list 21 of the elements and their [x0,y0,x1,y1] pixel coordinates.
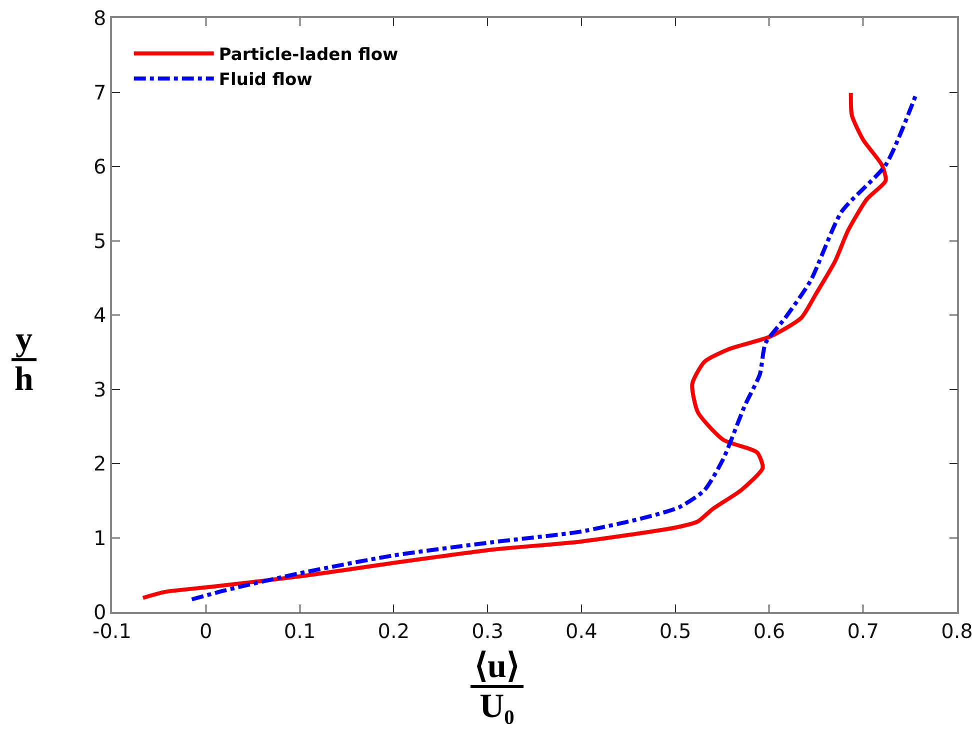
x-axis-title: ⟨u⟩ U₀ [474,648,520,726]
x-tick-label: 0.7 [847,618,880,643]
y-tick-label: 7 [94,80,106,104]
x-tick-label: 0.8 [941,618,973,643]
legend-label: Particle-laden flow [218,45,398,65]
x-tick-label: 0.4 [566,618,598,643]
y-tick-label: 8 [94,6,106,30]
x-tick-label: 0.6 [753,618,786,643]
x-tick-label: 0.3 [472,618,504,643]
y-tick-label: 1 [94,526,106,550]
y-tick-label: 5 [94,228,106,253]
x-tick-label: 0 [200,618,212,643]
x-tick-label: 0.2 [378,618,410,643]
x-tick-label: 0.1 [284,618,316,643]
y-tick-label: 2 [94,452,106,476]
y-tick-label: 4 [94,303,106,327]
legend-label: Fluid flow [218,70,313,90]
y-tick-label: 3 [94,377,106,402]
y-axis-title: y h [14,321,34,399]
x-tick-label: 0.5 [659,618,692,643]
y-tick-label: 6 [94,154,106,178]
